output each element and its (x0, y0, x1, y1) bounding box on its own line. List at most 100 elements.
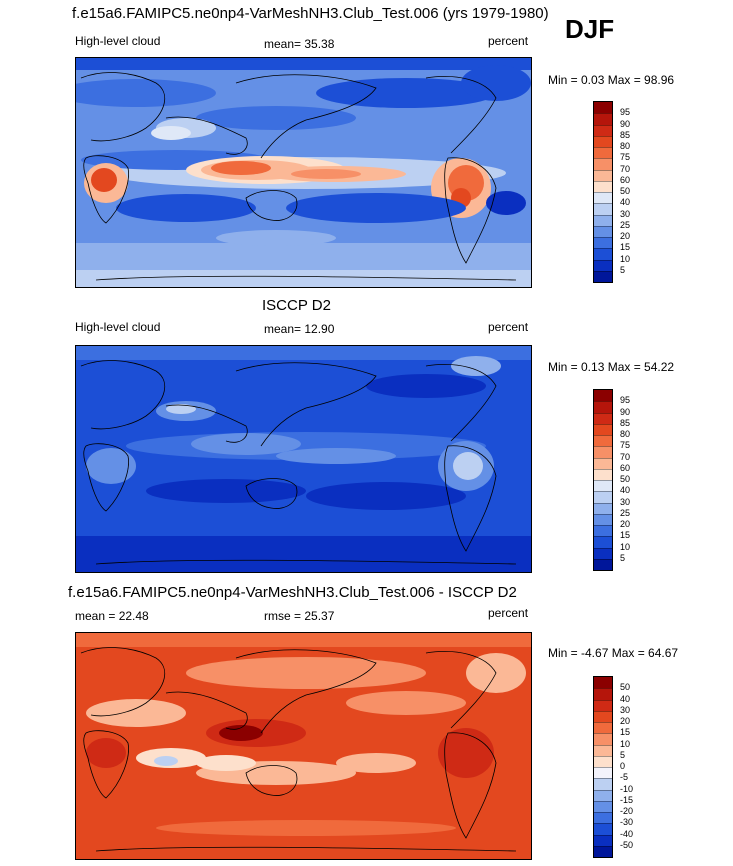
panel2-colorbar (593, 389, 613, 571)
colorbar-tick-label: 60 (620, 462, 631, 473)
colorbar-tick-label: -15 (620, 794, 634, 805)
panel1-contour-plot (76, 58, 531, 287)
colorbar-cell (594, 558, 612, 570)
colorbar-cell (594, 755, 612, 767)
colorbar-tick-label: 40 (620, 197, 631, 208)
colorbar-tick-label: 95 (620, 107, 631, 118)
colorbar-cell (594, 744, 612, 756)
panel1-variable-label: High-level cloud (75, 34, 161, 48)
colorbar-cell (594, 823, 612, 835)
panel1-min-max: Min = 0.03 Max = 98.96 (548, 73, 675, 87)
panel3-rmse-label: rmse = 25.37 (264, 609, 335, 623)
colorbar-tick-label: 50 (620, 186, 631, 196)
panel3-contour-plot (76, 633, 531, 859)
colorbar-cell (594, 845, 612, 857)
colorbar-tick-label: 50 (620, 682, 631, 693)
colorbar-tick-label: 95 (620, 395, 631, 406)
colorbar-tick-label: -50 (620, 839, 634, 850)
colorbar-cell (594, 767, 612, 779)
colorbar-tick-label: 75 (620, 152, 631, 163)
colorbar-cell (594, 688, 612, 700)
panel2-min-max: Min = 0.13 Max = 54.22 (548, 360, 675, 374)
colorbar-tick-label: 30 (620, 704, 631, 715)
colorbar-cell (594, 536, 612, 548)
colorbar-cell (594, 192, 612, 204)
colorbar-tick-label: 85 (620, 417, 631, 428)
colorbar-tick-label: 40 (620, 693, 631, 704)
colorbar-tick-label: 40 (620, 485, 631, 496)
colorbar-tick-label: -30 (620, 817, 634, 828)
panel2-variable-label: High-level cloud (75, 320, 161, 334)
colorbar-cell (594, 491, 612, 503)
colorbar-tick-label: -10 (620, 783, 634, 794)
colorbar-cell (594, 457, 612, 469)
colorbar-tick-label: 20 (620, 231, 631, 241)
colorbar-tick-label: 80 (620, 141, 631, 151)
panel2-contour-plot (76, 346, 531, 572)
colorbar-cell (594, 812, 612, 824)
colorbar-cell (594, 203, 612, 215)
colorbar-cell (594, 113, 612, 125)
colorbar-cell (594, 147, 612, 159)
colorbar-cell (594, 733, 612, 745)
colorbar-tick-label: 15 (620, 727, 631, 738)
panel3-mean-label: mean = 22.48 (75, 609, 149, 623)
model-title: f.e15a6.FAMIPC5.ne0np4-VarMeshNH3.Club_T… (72, 5, 549, 22)
panel3-map (75, 632, 532, 860)
panel3-units-label: percent (488, 606, 529, 620)
colorbar-tick-label: 90 (620, 406, 631, 417)
panel1-colorbar (593, 101, 613, 283)
panel1-mean-label: mean= 35.38 (264, 37, 335, 51)
colorbar-cell (594, 710, 612, 722)
panel2-units-label: percent (488, 320, 529, 334)
colorbar-cell (594, 677, 612, 689)
panel2-map (75, 345, 532, 573)
colorbar-cell (594, 390, 612, 402)
colorbar-cell (594, 800, 612, 812)
colorbar-tick-label: 10 (620, 541, 631, 552)
colorbar-tick-label: 5 (620, 749, 626, 760)
colorbar-tick-label: 5 (620, 264, 626, 275)
colorbar-cell (594, 547, 612, 559)
colorbar-cell (594, 225, 612, 237)
colorbar-cell (594, 423, 612, 435)
colorbar-cell (594, 270, 612, 282)
colorbar-cell (594, 502, 612, 514)
colorbar-cell (594, 412, 612, 424)
colorbar-cell (594, 699, 612, 711)
colorbar-cell (594, 480, 612, 492)
colorbar-tick-label: 30 (620, 208, 631, 219)
panel1-units-label: percent (488, 34, 529, 48)
colorbar-cell (594, 248, 612, 260)
colorbar-cell (594, 834, 612, 846)
colorbar-cell (594, 214, 612, 226)
colorbar-cell (594, 259, 612, 271)
colorbar-cell (594, 789, 612, 801)
colorbar-tick-label: 90 (620, 118, 631, 129)
colorbar-cell (594, 722, 612, 734)
colorbar-cell (594, 468, 612, 480)
colorbar-tick-label: 10 (620, 738, 631, 749)
colorbar-tick-label: 15 (620, 242, 631, 253)
colorbar-tick-label: 85 (620, 129, 631, 140)
colorbar-tick-label: 30 (620, 496, 631, 507)
colorbar-tick-label: 10 (620, 253, 631, 264)
colorbar-tick-label: 15 (620, 530, 631, 541)
colorbar-tick-label: 50 (620, 474, 631, 484)
colorbar-tick-label: 70 (620, 163, 631, 174)
colorbar-tick-label: 25 (620, 219, 631, 230)
panel2-title: ISCCP D2 (262, 297, 331, 314)
colorbar-cell (594, 135, 612, 147)
colorbar-cell (594, 513, 612, 525)
colorbar-cell (594, 401, 612, 413)
colorbar-cell (594, 124, 612, 136)
colorbar-cell (594, 180, 612, 192)
colorbar-cell (594, 778, 612, 790)
colorbar-tick-label: -20 (620, 806, 634, 816)
colorbar-tick-label: 20 (620, 519, 631, 529)
panel1-map (75, 57, 532, 288)
colorbar-tick-label: 60 (620, 174, 631, 185)
colorbar-cell (594, 446, 612, 458)
colorbar-tick-label: -40 (620, 828, 634, 839)
panel2-mean-label: mean= 12.90 (264, 322, 335, 336)
